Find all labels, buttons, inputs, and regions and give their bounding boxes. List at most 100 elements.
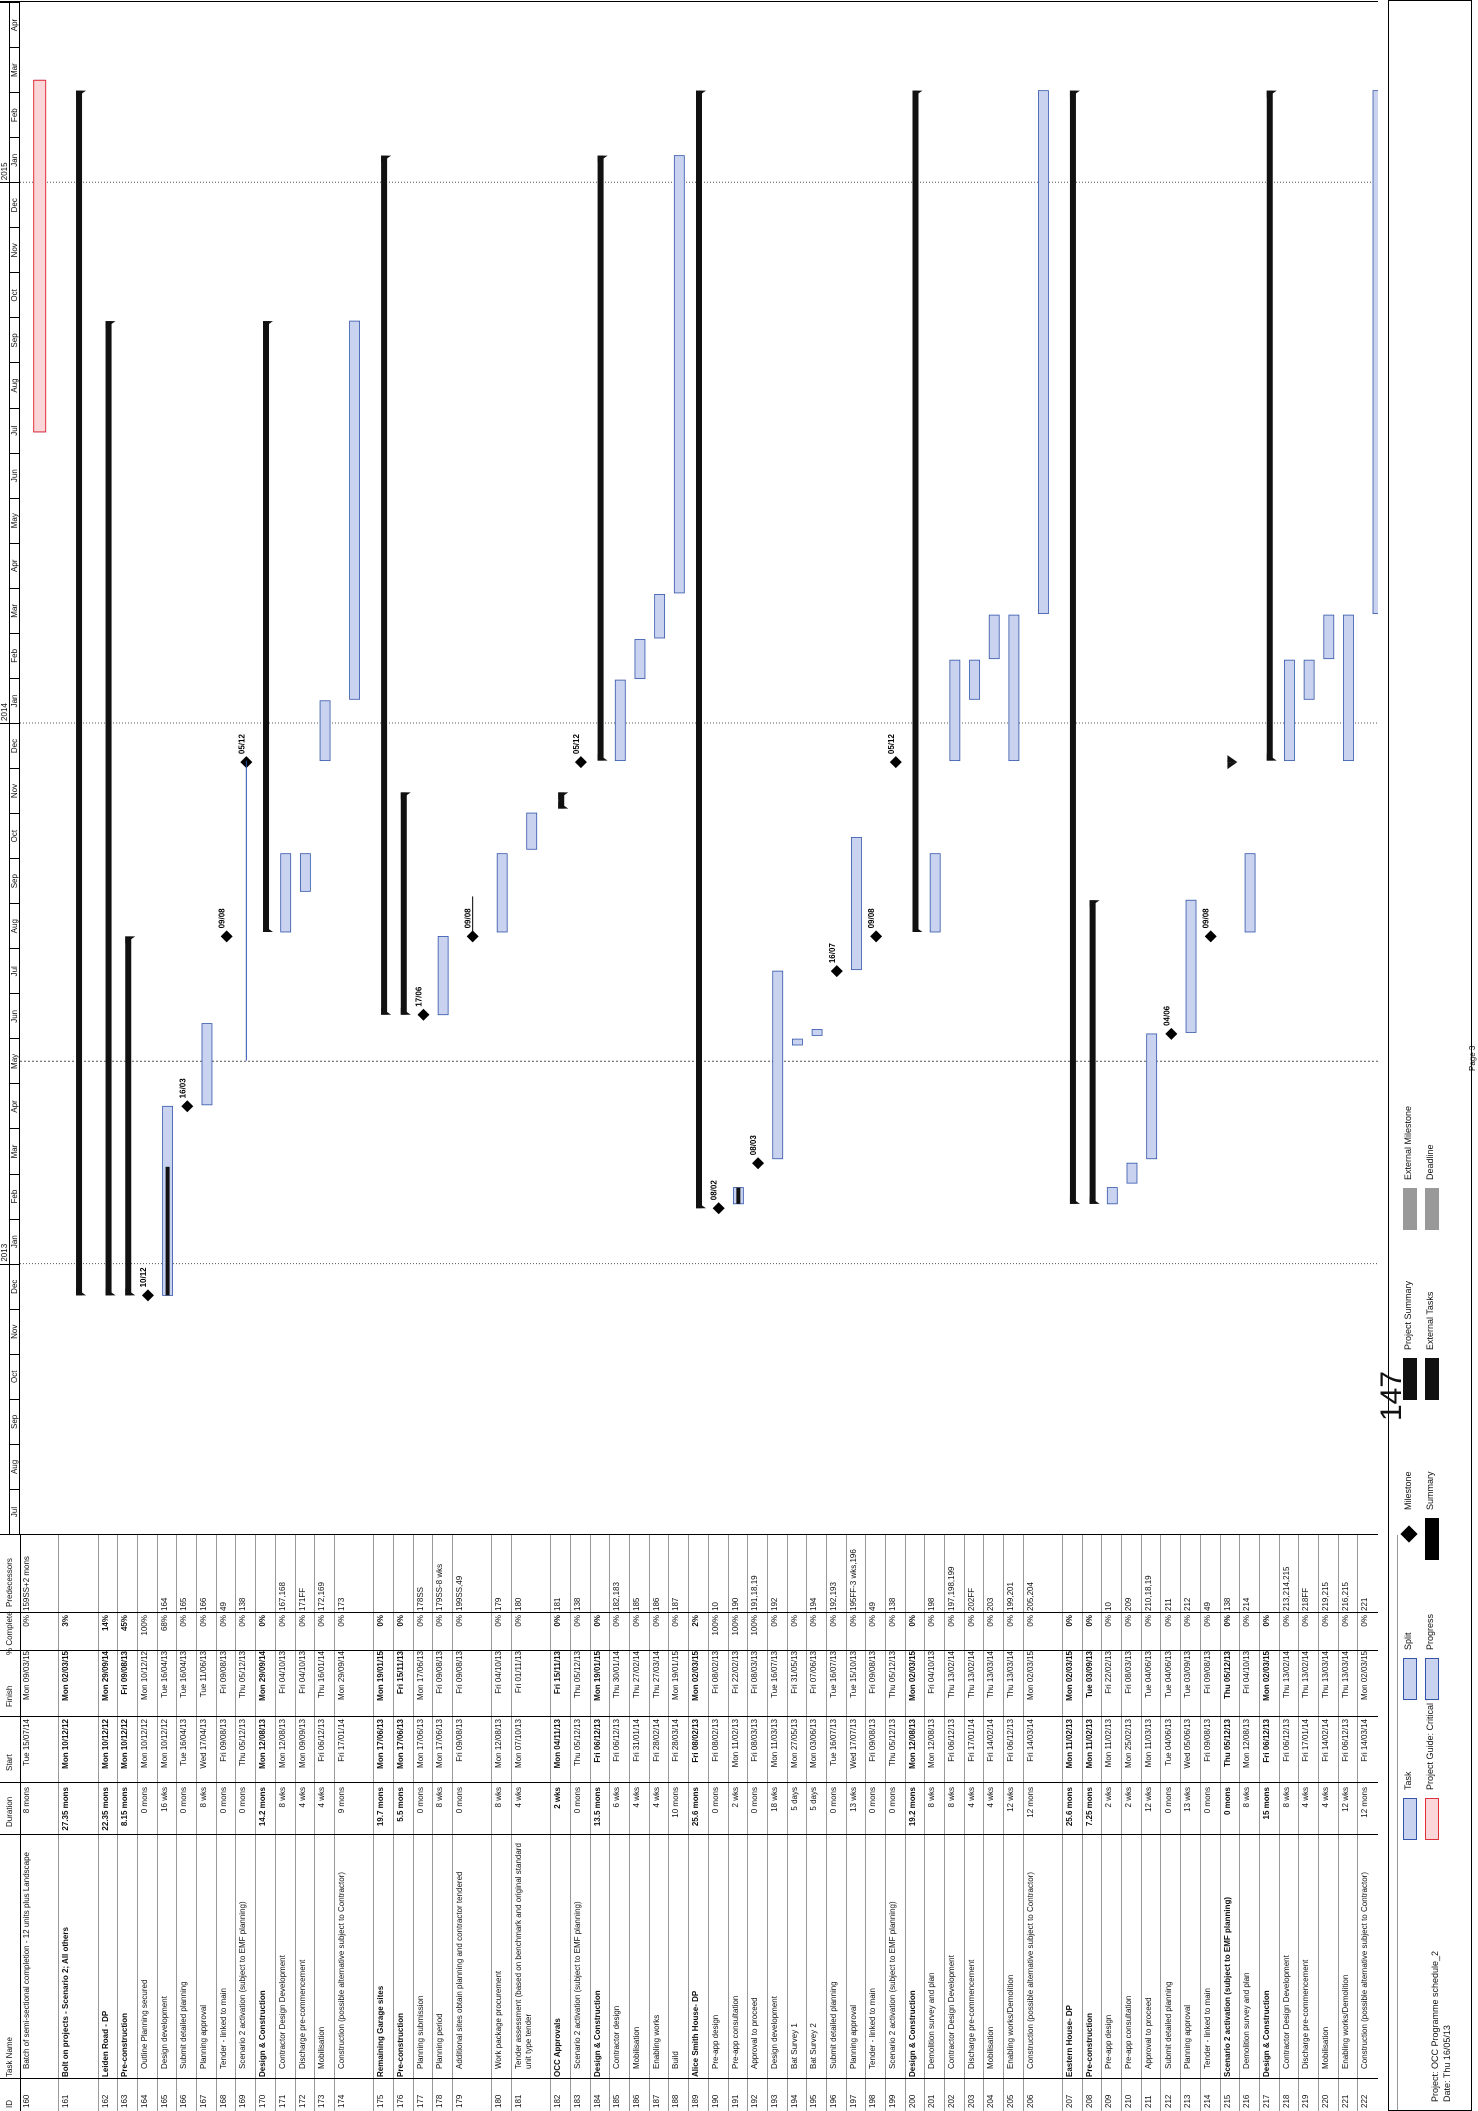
summary-start-cap: [400, 1007, 411, 1015]
start-date: Fri 08/03/13: [750, 1719, 760, 1762]
summary-end-cap: [597, 155, 608, 163]
predecessors: 179: [494, 1597, 504, 1611]
finish-date: Fri 22/02/13: [730, 1651, 740, 1694]
milestone-diamond: [574, 756, 587, 769]
start-date: Fri 09/08/13: [1202, 1719, 1212, 1762]
row-id: 182: [553, 2094, 563, 2108]
duration: 27.35 mons: [61, 1787, 71, 1831]
summary-end-cap: [1227, 762, 1238, 770]
duration: 10 mons: [671, 1787, 681, 1818]
duration: 4 wks: [514, 1787, 524, 1808]
row-id: 200: [907, 2094, 917, 2108]
milestone-label: 04/06: [1162, 1005, 1171, 1026]
milestone-label: 09/08: [1202, 908, 1211, 929]
percent-complete: 3%: [61, 1615, 71, 1627]
column-divider: [0, 1782, 1378, 1783]
predecessors: 192,193: [828, 1582, 838, 1611]
start-date: Mon 12/08/13: [927, 1719, 937, 1768]
task-bar: [792, 1038, 803, 1046]
percent-complete: 0%: [179, 1615, 189, 1627]
duration: 0 mons: [887, 1787, 897, 1814]
row-id: 162: [100, 2094, 110, 2108]
start-date: Fri 17/01/14: [336, 1719, 346, 1762]
start-date: Thu 05/12/13: [238, 1719, 248, 1767]
predecessors: 179SS-8 wks: [435, 1563, 445, 1611]
task-name: Eastern House- DP: [1065, 2004, 1075, 2077]
predecessors: 190: [730, 1597, 740, 1611]
finish-date: Fri 09/08/13: [435, 1651, 445, 1694]
table-row: 201 Demolition survey and plan 8 wks Mon 12…: [925, 1535, 945, 2111]
finish-date: Thu 13/02/14: [966, 1651, 976, 1699]
row-id: 208: [1084, 2094, 1094, 2108]
percent-complete: 0%: [887, 1615, 897, 1627]
milestone-label: 09/08: [867, 908, 876, 929]
row-id: 203: [966, 2094, 976, 2108]
duration: 18 wks: [769, 1787, 779, 1812]
task-bar: [969, 659, 980, 700]
task-name: Construction (possible alternative subje…: [1025, 1872, 1035, 2069]
predecessors: 213,214,215: [1281, 1566, 1291, 1612]
legend-swatch: [1400, 1525, 1418, 1543]
legend-label: External Milestone: [1403, 1105, 1413, 1180]
percent-complete: 0%: [553, 1615, 563, 1627]
finish-date: Mon 02/03/15: [1360, 1651, 1370, 1700]
duration: 8 wks: [947, 1787, 956, 1808]
start-date: Fri 06/12/13: [1340, 1719, 1350, 1762]
table-row: 175 Remaining Garage sites 19.7 mons Mon 17…: [374, 1535, 394, 2111]
summary-end-cap: [400, 792, 411, 800]
milestone-diamond: [712, 1202, 725, 1215]
duration: 8 wks: [494, 1787, 504, 1808]
legend-swatch: [1425, 1518, 1439, 1560]
row-id: 218: [1281, 2094, 1291, 2108]
task-name: OCC Approvals: [553, 2018, 563, 2077]
row-id: 188: [671, 2094, 681, 2108]
percent-complete: 0%: [258, 1615, 268, 1627]
row-id: 172: [297, 2094, 307, 2108]
start-date: Fri 14/02/14: [986, 1719, 996, 1762]
page-label: Page 3: [1468, 1045, 1477, 1071]
task-name: Scenario 2 activation (subject to EMF pl…: [887, 1901, 897, 2069]
legend-label: Project Summary: [1403, 1280, 1413, 1350]
start-date: Thu 05/12/13: [887, 1719, 897, 1767]
predecessors: 199SS,49: [454, 1575, 464, 1611]
summary-start-cap: [105, 1288, 116, 1296]
start-date: Mon 11/02/13: [1065, 1719, 1075, 1769]
summary-bar: [76, 90, 83, 1296]
duration: 8.15 mons: [120, 1787, 130, 1827]
duration: 0 mons: [140, 1787, 150, 1814]
percent-complete: 0%: [1340, 1615, 1350, 1627]
table-row: 198 Tender - linked to main 0 mons Fri 09/0…: [866, 1535, 886, 2111]
row-id: 213: [1183, 2094, 1193, 2108]
finish-date: Thu 13/03/14: [986, 1651, 996, 1699]
start-date: Fri 28/03/14: [671, 1719, 681, 1762]
finish-date: Mon 02/03/15: [691, 1651, 701, 1701]
table-row: 200 Design & Construction 19.2 mons Mon 12/…: [905, 1535, 926, 2111]
table-row: 190 Pre-app design 0 mons Fri 08/02/13 Fri 0…: [708, 1535, 729, 2111]
task-name: Approval to proceed: [750, 1997, 760, 2069]
start-date: Fri 06/12/13: [947, 1719, 956, 1762]
summary-end-cap: [912, 90, 923, 98]
duration: 12 mons: [1360, 1787, 1370, 1818]
task-name: Pre-app consultation: [730, 1995, 740, 2069]
finish-date: Tue 15/10/13: [848, 1651, 858, 1698]
row-id: 167: [199, 2094, 209, 2108]
table-row: 173 Mobilisation 4 wks Fri 06/12/13 Thu 16/0…: [315, 1535, 335, 2111]
page-number: 147: [1375, 1370, 1408, 1421]
milestone-diamond: [141, 1289, 154, 1302]
predecessors: 199,201: [1006, 1582, 1016, 1611]
table-row: 179 Additional sites obtain planning and …: [452, 1535, 493, 2111]
duration: 12 wks: [1006, 1787, 1016, 1812]
percent-complete: 0%: [1360, 1615, 1370, 1627]
percent-complete: 0%: [1025, 1615, 1035, 1627]
percent-complete: 0%: [22, 1615, 31, 1627]
table-row: 195 Bat Survey 2 5 days Mon 03/06/13 Fri 07/…: [807, 1535, 827, 2111]
start-date: Mon 17/06/13: [376, 1719, 386, 1769]
predecessors: 166: [199, 1597, 209, 1611]
finish-date: Mon 02/03/15: [907, 1651, 917, 1701]
summary-start-cap: [912, 924, 923, 932]
summary-bar: [1266, 90, 1273, 761]
finish-date: Mon 19/01/15: [592, 1651, 602, 1701]
legend-label: Progress: [1425, 1613, 1435, 1650]
legend-swatch: [1403, 1188, 1417, 1230]
percent-complete: 0%: [1261, 1615, 1271, 1627]
